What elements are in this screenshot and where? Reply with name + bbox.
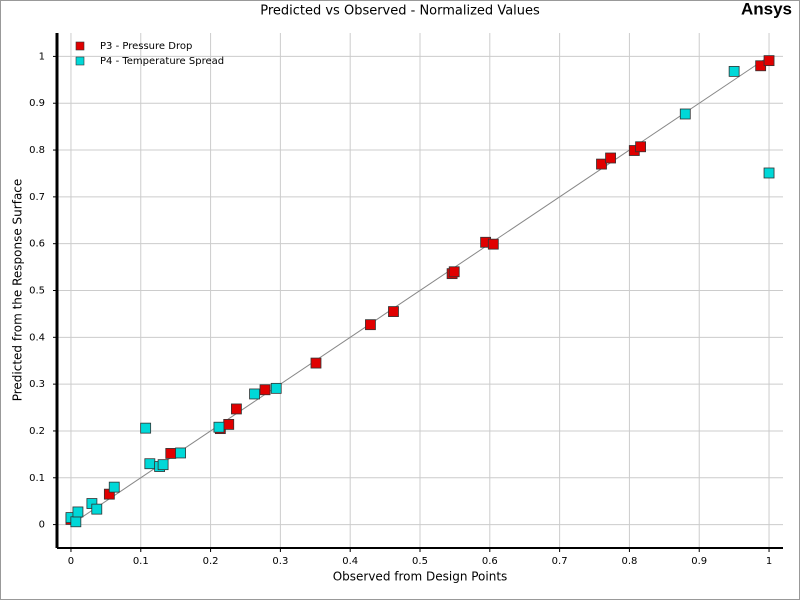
y-axis-label: Predicted from the Response Surface — [11, 179, 25, 402]
x-tick-label: 0.8 — [621, 556, 637, 567]
scatter-point — [231, 403, 242, 415]
y-tick-label: 0.9 — [29, 98, 45, 109]
y-tick-label: 1 — [39, 51, 45, 62]
reference-line — [70, 55, 770, 526]
scatter-point — [388, 306, 399, 317]
scatter-point — [259, 384, 271, 396]
scatter-point — [91, 503, 103, 515]
x-tick-label: 0.6 — [482, 556, 498, 567]
x-axis-label: Observed from Design Points — [333, 570, 508, 584]
x-tick-label: 0.4 — [342, 556, 358, 567]
x-tick-label: 0.1 — [133, 556, 149, 567]
x-tick-label: 0 — [68, 556, 74, 567]
scatter-point — [70, 516, 82, 528]
scatter-point — [223, 418, 235, 430]
scatter-point — [157, 459, 169, 471]
x-tick-label: 0.3 — [272, 556, 288, 567]
scatter-point — [635, 141, 646, 153]
x-tick-label: 0.5 — [412, 556, 428, 567]
scatter-point — [175, 447, 186, 459]
chart-title: Predicted vs Observed - Normalized Value… — [260, 4, 540, 19]
legend-swatch — [75, 41, 85, 51]
y-tick-label: 0.8 — [29, 145, 45, 156]
y-tick-label: 0.2 — [29, 426, 45, 437]
scatter-point — [140, 422, 152, 434]
legend-label: P3 - Pressure Drop — [100, 41, 192, 52]
brand-logo: Ansys — [741, 0, 792, 18]
scatter-point — [763, 167, 775, 179]
y-tick-label: 0.6 — [29, 239, 45, 250]
x-tick-label: 0.2 — [203, 556, 219, 567]
y-tick-label: 0.1 — [29, 473, 45, 484]
y-tick-label: 0.4 — [29, 332, 45, 343]
legend-label: P4 - Temperature Spread — [100, 56, 224, 67]
scatter-point — [605, 152, 616, 164]
scatter-point — [596, 158, 607, 170]
scatter-point — [249, 388, 260, 400]
scatter-point — [763, 55, 775, 67]
x-tick-label: 1 — [766, 556, 772, 567]
scatter-point — [487, 238, 499, 250]
scatter-point — [728, 65, 740, 77]
scatter-point — [144, 458, 156, 470]
y-tick-label: 0.3 — [29, 379, 45, 390]
legend-swatch — [75, 56, 85, 66]
y-tick-label: 0.5 — [29, 286, 45, 297]
scatter-point — [108, 481, 120, 493]
scatter-point — [213, 421, 225, 433]
scatter-point — [72, 506, 84, 518]
scatter-point — [365, 319, 376, 331]
scatter-point — [448, 266, 460, 278]
x-tick-label: 0.7 — [552, 556, 568, 567]
x-tick-label: 0.9 — [691, 556, 707, 567]
scatter-point — [165, 448, 177, 459]
y-tick-label: 0 — [39, 520, 45, 531]
scatter-point — [270, 382, 282, 394]
scatter-point — [679, 108, 691, 120]
y-tick-label: 0.7 — [29, 192, 45, 203]
scatter-point — [310, 357, 322, 369]
